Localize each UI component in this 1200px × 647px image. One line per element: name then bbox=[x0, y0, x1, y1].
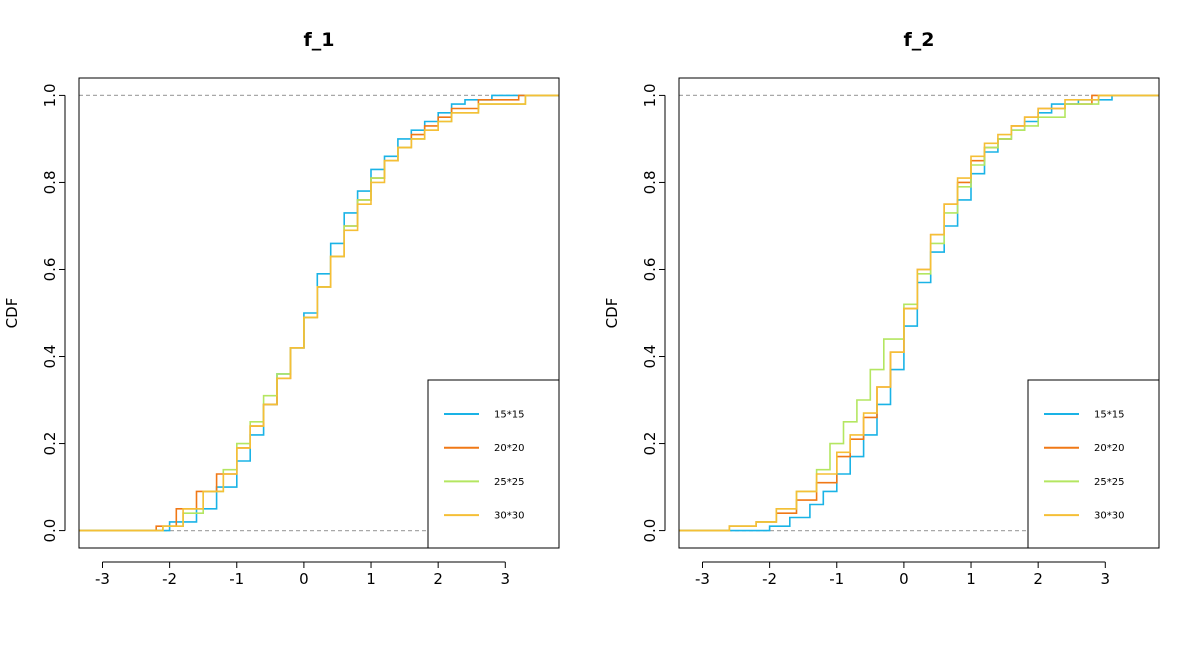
y-tick-label: 0.4 bbox=[641, 345, 659, 369]
legend-label: 15*15 bbox=[1094, 410, 1124, 421]
x-tick-label: 0 bbox=[299, 570, 309, 588]
x-tick-label: -3 bbox=[95, 570, 110, 588]
series-line-30x30 bbox=[679, 94, 1159, 532]
legend-label: 30*30 bbox=[494, 511, 524, 522]
x-tick-label: -2 bbox=[762, 570, 777, 588]
y-tick-label: 0.8 bbox=[41, 171, 59, 195]
legend-box bbox=[427, 379, 560, 549]
legend-label: 20*20 bbox=[1094, 443, 1124, 454]
series-line-30x30 bbox=[79, 94, 559, 532]
x-tick-label: -3 bbox=[695, 570, 710, 588]
y-axis-label: CDF bbox=[603, 298, 621, 329]
legend-label: 25*25 bbox=[1094, 477, 1124, 488]
y-axis-label: CDF bbox=[3, 298, 21, 329]
y-tick-label: 0.6 bbox=[41, 258, 59, 282]
y-tick-label: 0.4 bbox=[41, 345, 59, 369]
chart-panel-2: f_2 CDF 15*15 20*20 25*25 30*30 -3 -2 -1 0 1 2 3 0.0 0… bbox=[603, 29, 1160, 588]
x-tick-label: -2 bbox=[162, 570, 177, 588]
series-line-15x15 bbox=[79, 94, 559, 532]
x-tick-label: 1 bbox=[366, 570, 376, 588]
y-tick-label: 0.2 bbox=[641, 432, 659, 456]
chart-title: f_2 bbox=[904, 29, 935, 51]
y-tick-label: 1.0 bbox=[41, 83, 59, 107]
x-tick-label: 2 bbox=[433, 570, 443, 588]
y-tick-label: 0.2 bbox=[41, 432, 59, 456]
legend-label: 25*25 bbox=[494, 477, 524, 488]
y-tick-label: 0.8 bbox=[641, 171, 659, 195]
y-tick-label: 0.6 bbox=[641, 258, 659, 282]
x-tick-label: -1 bbox=[829, 570, 844, 588]
legend-label: 20*20 bbox=[494, 443, 524, 454]
x-tick-label: 2 bbox=[1033, 570, 1043, 588]
x-tick-label: 3 bbox=[1101, 570, 1111, 588]
plot-frame bbox=[678, 77, 1160, 549]
legend-label: 15*15 bbox=[494, 410, 524, 421]
x-tick-label: 0 bbox=[899, 570, 909, 588]
x-tick-label: 1 bbox=[966, 570, 976, 588]
y-tick-label: 1.0 bbox=[641, 83, 659, 107]
chart-title: f_1 bbox=[304, 29, 335, 51]
y-tick-label: 0.0 bbox=[41, 519, 59, 543]
legend-label: 30*30 bbox=[1094, 511, 1124, 522]
y-tick-label: 0.0 bbox=[641, 519, 659, 543]
x-tick-label: -1 bbox=[229, 570, 244, 588]
legend-box bbox=[1027, 379, 1160, 549]
plot-frame bbox=[78, 77, 560, 549]
chart-panel-1: f_1 CDF 15*15 20*20 25*25 30*30 -3 -2 -1 0 1 2 3 0.0 0… bbox=[3, 29, 560, 588]
x-tick-label: 3 bbox=[501, 570, 511, 588]
